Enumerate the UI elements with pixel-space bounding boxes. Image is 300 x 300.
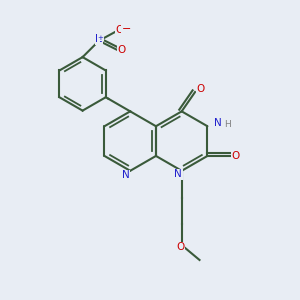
Text: N: N <box>122 170 130 180</box>
Text: O: O <box>176 242 184 253</box>
Text: O: O <box>117 45 125 55</box>
Text: −: − <box>122 24 131 34</box>
Text: H: H <box>224 120 231 129</box>
Text: O: O <box>232 151 240 161</box>
Text: N: N <box>95 34 103 44</box>
Text: O: O <box>196 84 205 94</box>
Text: N: N <box>214 118 222 128</box>
Text: N: N <box>174 169 182 179</box>
Text: O: O <box>116 26 124 35</box>
Text: +: + <box>98 35 103 41</box>
